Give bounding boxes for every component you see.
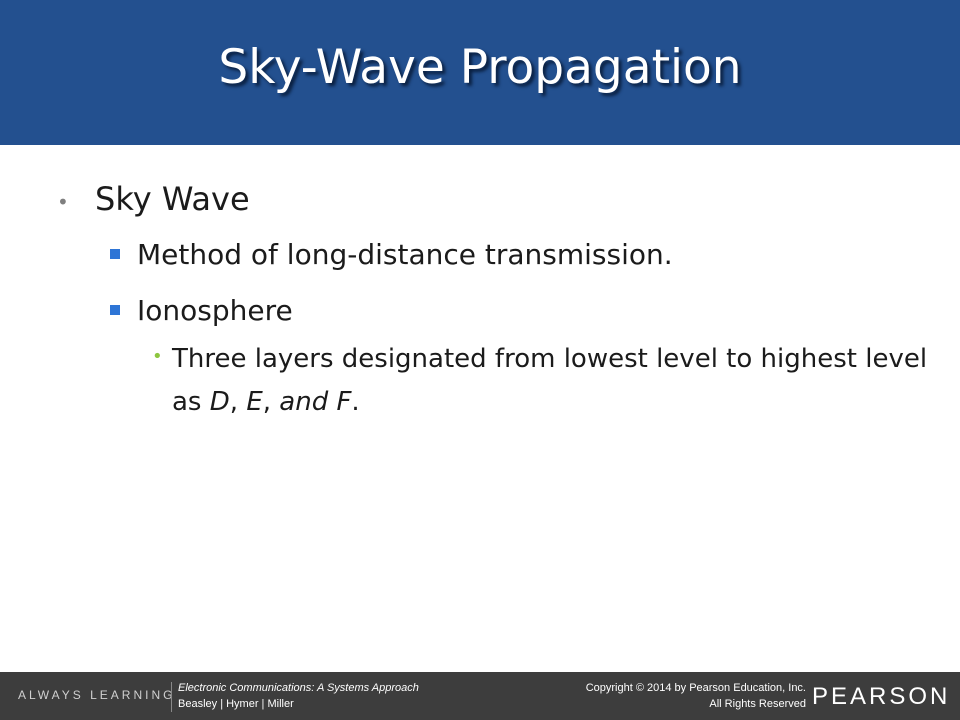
rights: All Rights Reserved — [709, 698, 806, 710]
square-bullet — [110, 249, 120, 259]
bullet-marker: • — [57, 190, 69, 214]
detail-text: Three layers designated from lowest leve… — [172, 338, 952, 424]
detail-segment: Three layers designated from lowest leve… — [172, 344, 928, 417]
title-bar — [0, 0, 960, 145]
detail-segment: D — [209, 387, 230, 417]
sub-bullet-text: Method of long-distance transmission. — [137, 238, 673, 271]
tagline: ALWAYS LEARNING — [18, 688, 176, 702]
detail-segment: E — [246, 387, 263, 417]
slide-title: Sky-Wave Propagation — [218, 40, 742, 95]
detail-segment: , — [262, 387, 280, 417]
sub-bullet-text: Ionosphere — [137, 294, 293, 327]
copyright: Copyright © 2014 by Pearson Education, I… — [585, 682, 806, 694]
authors: Beasley | Hymer | Miller — [178, 698, 294, 710]
brand: PEARSON — [812, 683, 951, 710]
footer-bar: ALWAYS LEARNING Electronic Communication… — [0, 672, 960, 720]
bullet-text: Sky Wave — [95, 180, 250, 218]
detail-segment: and F — [279, 387, 352, 417]
detail-segment: . — [351, 387, 360, 417]
square-bullet — [110, 305, 120, 315]
detail-segment: , — [229, 387, 247, 417]
divider — [171, 682, 172, 712]
bullet-marker: • — [152, 346, 163, 367]
book-title: Electronic Communications: A Systems App… — [178, 682, 419, 694]
